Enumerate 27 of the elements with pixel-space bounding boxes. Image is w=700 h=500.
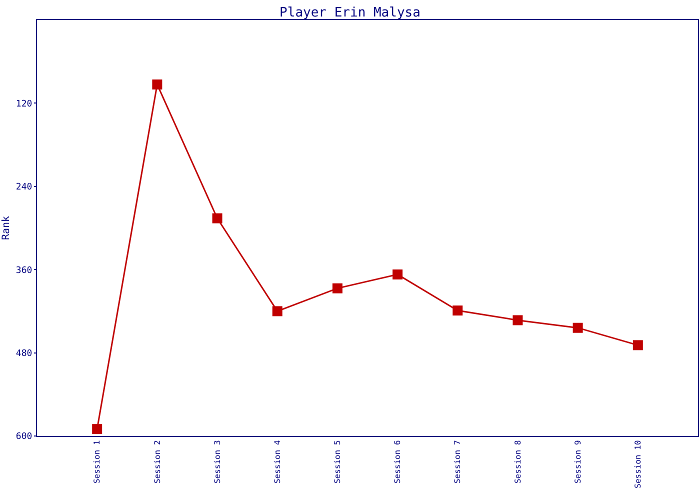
x-tick-label: Session 4 (272, 440, 282, 484)
point (332, 283, 342, 294)
x-tick-label: Session 5 (333, 440, 342, 484)
point (212, 213, 222, 224)
chart-title: Player Erin Malysa (280, 6, 420, 21)
point (92, 424, 102, 434)
point (452, 306, 463, 316)
point (512, 315, 523, 326)
point (572, 322, 583, 333)
x-tick-label: Session 6 (393, 440, 402, 484)
y-tick-label: 600 (16, 432, 32, 442)
x-tick-label: Session 1 (92, 440, 102, 484)
y-tick-label: 360 (16, 266, 32, 276)
point (392, 269, 403, 280)
x-tick-label: Session 3 (212, 440, 222, 484)
y-tick-label: 480 (16, 348, 32, 359)
point (152, 79, 162, 90)
x-tick-label: Session 7 (453, 440, 462, 484)
point (632, 340, 643, 350)
y-tick-label: 120 (16, 99, 32, 110)
y-tick-label: 240 (16, 182, 32, 193)
x-tick-label: Session 9 (573, 440, 582, 484)
x-tick-label: Session 10 (634, 440, 643, 488)
y-axis-title: Rank (0, 216, 12, 240)
x-tick-label: Session 8 (513, 440, 522, 484)
point (272, 306, 282, 316)
x-tick-label: Session 2 (152, 440, 162, 484)
